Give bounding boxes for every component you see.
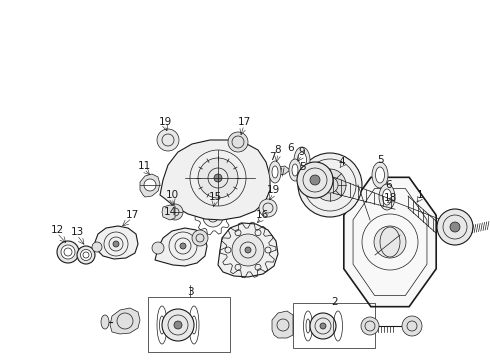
Circle shape bbox=[83, 252, 89, 258]
Circle shape bbox=[57, 241, 79, 263]
Circle shape bbox=[259, 199, 277, 217]
Circle shape bbox=[180, 243, 186, 249]
Circle shape bbox=[310, 313, 336, 339]
Text: 11: 11 bbox=[137, 161, 150, 171]
Polygon shape bbox=[162, 205, 175, 220]
Polygon shape bbox=[110, 308, 140, 334]
Text: 13: 13 bbox=[71, 227, 84, 237]
Circle shape bbox=[77, 246, 95, 264]
Text: 10: 10 bbox=[166, 190, 178, 200]
Circle shape bbox=[80, 249, 92, 261]
Ellipse shape bbox=[289, 159, 301, 181]
Polygon shape bbox=[155, 228, 207, 266]
Circle shape bbox=[192, 230, 208, 246]
Circle shape bbox=[174, 321, 182, 329]
Ellipse shape bbox=[294, 147, 310, 173]
Circle shape bbox=[144, 179, 156, 191]
Ellipse shape bbox=[372, 162, 388, 188]
Text: 17: 17 bbox=[237, 117, 250, 127]
Ellipse shape bbox=[269, 161, 281, 183]
Ellipse shape bbox=[300, 169, 316, 195]
Text: 14: 14 bbox=[163, 207, 176, 217]
Text: 12: 12 bbox=[50, 225, 64, 235]
Text: 16: 16 bbox=[255, 210, 269, 220]
Circle shape bbox=[157, 129, 179, 151]
Ellipse shape bbox=[101, 315, 109, 329]
Circle shape bbox=[61, 245, 75, 259]
Text: 18: 18 bbox=[383, 193, 396, 203]
Circle shape bbox=[245, 247, 251, 253]
Text: 19: 19 bbox=[158, 117, 172, 127]
Polygon shape bbox=[160, 140, 270, 220]
Circle shape bbox=[167, 204, 183, 220]
Ellipse shape bbox=[379, 184, 395, 210]
Text: 2: 2 bbox=[332, 297, 338, 307]
Polygon shape bbox=[344, 177, 436, 307]
Circle shape bbox=[320, 323, 326, 329]
Circle shape bbox=[214, 174, 222, 182]
Circle shape bbox=[297, 162, 333, 198]
Circle shape bbox=[228, 132, 248, 152]
Bar bbox=[148, 297, 230, 352]
Circle shape bbox=[203, 207, 223, 227]
Ellipse shape bbox=[272, 166, 278, 178]
Circle shape bbox=[152, 242, 164, 254]
Text: 7: 7 bbox=[269, 152, 275, 162]
Bar bbox=[293, 303, 375, 348]
Polygon shape bbox=[272, 311, 293, 338]
Polygon shape bbox=[218, 223, 278, 277]
Text: 8: 8 bbox=[275, 145, 281, 155]
Circle shape bbox=[92, 242, 102, 252]
Circle shape bbox=[64, 248, 72, 256]
Polygon shape bbox=[95, 226, 138, 259]
Text: 5: 5 bbox=[377, 155, 383, 165]
Polygon shape bbox=[268, 166, 290, 176]
Text: 19: 19 bbox=[267, 185, 280, 195]
Text: 5: 5 bbox=[299, 162, 305, 172]
Circle shape bbox=[437, 209, 473, 245]
Text: 6: 6 bbox=[386, 180, 392, 190]
Text: 3: 3 bbox=[187, 287, 194, 297]
Text: 4: 4 bbox=[339, 157, 345, 167]
Circle shape bbox=[310, 175, 320, 185]
Circle shape bbox=[162, 309, 194, 341]
Ellipse shape bbox=[303, 174, 313, 190]
Circle shape bbox=[198, 158, 238, 198]
Circle shape bbox=[402, 316, 422, 336]
Polygon shape bbox=[140, 174, 160, 197]
Ellipse shape bbox=[292, 164, 298, 176]
Ellipse shape bbox=[383, 189, 392, 205]
Circle shape bbox=[361, 317, 379, 335]
Circle shape bbox=[314, 169, 346, 201]
Circle shape bbox=[113, 241, 119, 247]
Ellipse shape bbox=[375, 167, 385, 183]
Text: 1: 1 bbox=[416, 190, 423, 200]
Text: 15: 15 bbox=[208, 192, 221, 202]
Text: 17: 17 bbox=[125, 210, 139, 220]
Text: 6: 6 bbox=[288, 143, 294, 153]
Circle shape bbox=[450, 222, 460, 232]
Circle shape bbox=[374, 226, 406, 258]
Text: 9: 9 bbox=[299, 147, 305, 157]
Ellipse shape bbox=[297, 152, 307, 168]
Circle shape bbox=[298, 153, 362, 217]
Circle shape bbox=[232, 234, 264, 266]
